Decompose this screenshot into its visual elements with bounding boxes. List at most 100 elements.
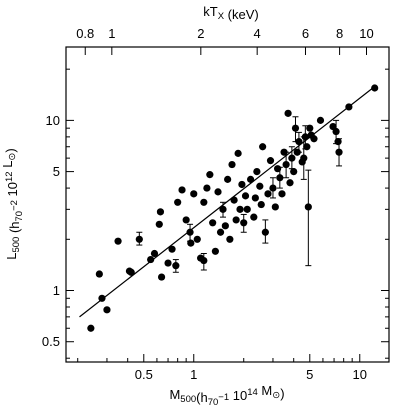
- data-point: [310, 135, 318, 143]
- data-point: [300, 154, 308, 162]
- data-point: [206, 171, 214, 179]
- top-tick-label: 2: [197, 26, 204, 41]
- points-layer: [87, 84, 379, 332]
- y-tick-label: 5: [53, 164, 60, 179]
- data-point: [164, 259, 172, 267]
- data-point: [236, 205, 244, 213]
- data-point: [306, 124, 314, 132]
- data-point: [98, 294, 106, 302]
- data-point: [284, 109, 292, 117]
- data-point: [301, 133, 309, 141]
- data-point: [190, 190, 198, 198]
- data-point: [103, 306, 111, 314]
- data-point: [291, 124, 300, 132]
- data-point: [193, 235, 201, 243]
- data-point: [251, 194, 259, 202]
- data-point: [200, 256, 208, 265]
- data-point: [269, 184, 277, 192]
- top-axis-title: kTX (keV): [203, 4, 258, 22]
- data-point: [286, 179, 294, 187]
- data-point: [250, 213, 258, 221]
- data-point: [253, 167, 261, 176]
- data-point: [135, 235, 143, 243]
- data-point: [345, 103, 353, 111]
- data-point: [238, 180, 246, 189]
- x-tick-label: 5: [306, 367, 313, 382]
- y-tick-label: 10: [46, 113, 60, 128]
- data-point: [295, 138, 303, 146]
- data-point: [95, 270, 103, 278]
- data-point: [266, 157, 275, 165]
- data-point: [232, 216, 240, 224]
- data-point: [224, 175, 232, 183]
- fit-line: [79, 85, 377, 318]
- data-point: [282, 160, 290, 169]
- data-point: [211, 247, 219, 255]
- data-point: [219, 205, 227, 213]
- data-point: [172, 262, 180, 270]
- x-tick-label: 0.5: [135, 367, 153, 382]
- top-tick-label: 6: [302, 26, 309, 41]
- data-point: [303, 143, 311, 151]
- data-point: [226, 235, 234, 243]
- data-point: [334, 138, 342, 146]
- data-point: [186, 228, 194, 236]
- data-point: [216, 228, 225, 236]
- data-point: [221, 222, 229, 230]
- x-tick-label: 10: [353, 367, 367, 382]
- top-tick-label: 8: [336, 26, 343, 41]
- data-point: [156, 208, 165, 216]
- data-point: [182, 216, 190, 224]
- data-point: [304, 203, 312, 211]
- top-tick-label: 1: [108, 26, 115, 41]
- data-point: [168, 245, 176, 253]
- data-point: [174, 198, 182, 206]
- data-point: [257, 200, 265, 209]
- data-point: [276, 174, 284, 182]
- data-point: [240, 219, 248, 227]
- data-point: [228, 160, 236, 169]
- top-tick-label: 4: [254, 26, 261, 41]
- fit-layer: [79, 85, 377, 318]
- data-point: [278, 190, 286, 198]
- data-point: [147, 255, 155, 264]
- data-point: [335, 148, 343, 156]
- data-point: [288, 154, 296, 162]
- data-point: [264, 190, 272, 198]
- data-point: [290, 167, 298, 176]
- y-tick-label: 0.5: [42, 334, 60, 349]
- data-point: [234, 149, 242, 157]
- data-point: [203, 184, 211, 192]
- plot-frame: [65, 46, 390, 363]
- data-point: [316, 116, 325, 124]
- x-tick-label: 1: [190, 367, 197, 382]
- top-tick-label: 0.8: [76, 26, 94, 41]
- data-point: [241, 192, 250, 200]
- data-point: [87, 324, 95, 332]
- y-axis-title: L500 (h70−2 1012 L⊙): [0, 148, 25, 260]
- y-tick-label: 1: [53, 283, 60, 298]
- data-point: [209, 219, 217, 227]
- data-point: [114, 237, 122, 245]
- ticks-layer: 0.5 1 5 10 0.5 1 5 10 0.8 1 2 4 6 8 10: [42, 26, 389, 382]
- data-point: [371, 84, 379, 92]
- data-point: [200, 198, 208, 206]
- data-point: [247, 175, 255, 183]
- data-point: [127, 268, 135, 276]
- data-point: [157, 273, 166, 281]
- x-axis-title: M500(h70−1 1014 M⊙): [169, 383, 284, 407]
- data-point: [150, 249, 159, 258]
- data-point: [332, 127, 340, 136]
- data-point: [243, 205, 251, 213]
- data-point: [261, 228, 269, 236]
- data-point: [271, 203, 279, 211]
- data-point: [187, 239, 195, 247]
- data-point: [214, 188, 222, 196]
- data-point: [155, 220, 163, 228]
- data-point: [178, 186, 186, 194]
- data-point: [256, 182, 264, 190]
- data-point: [230, 196, 238, 204]
- top-tick-label: 10: [359, 26, 373, 41]
- data-point: [259, 143, 267, 151]
